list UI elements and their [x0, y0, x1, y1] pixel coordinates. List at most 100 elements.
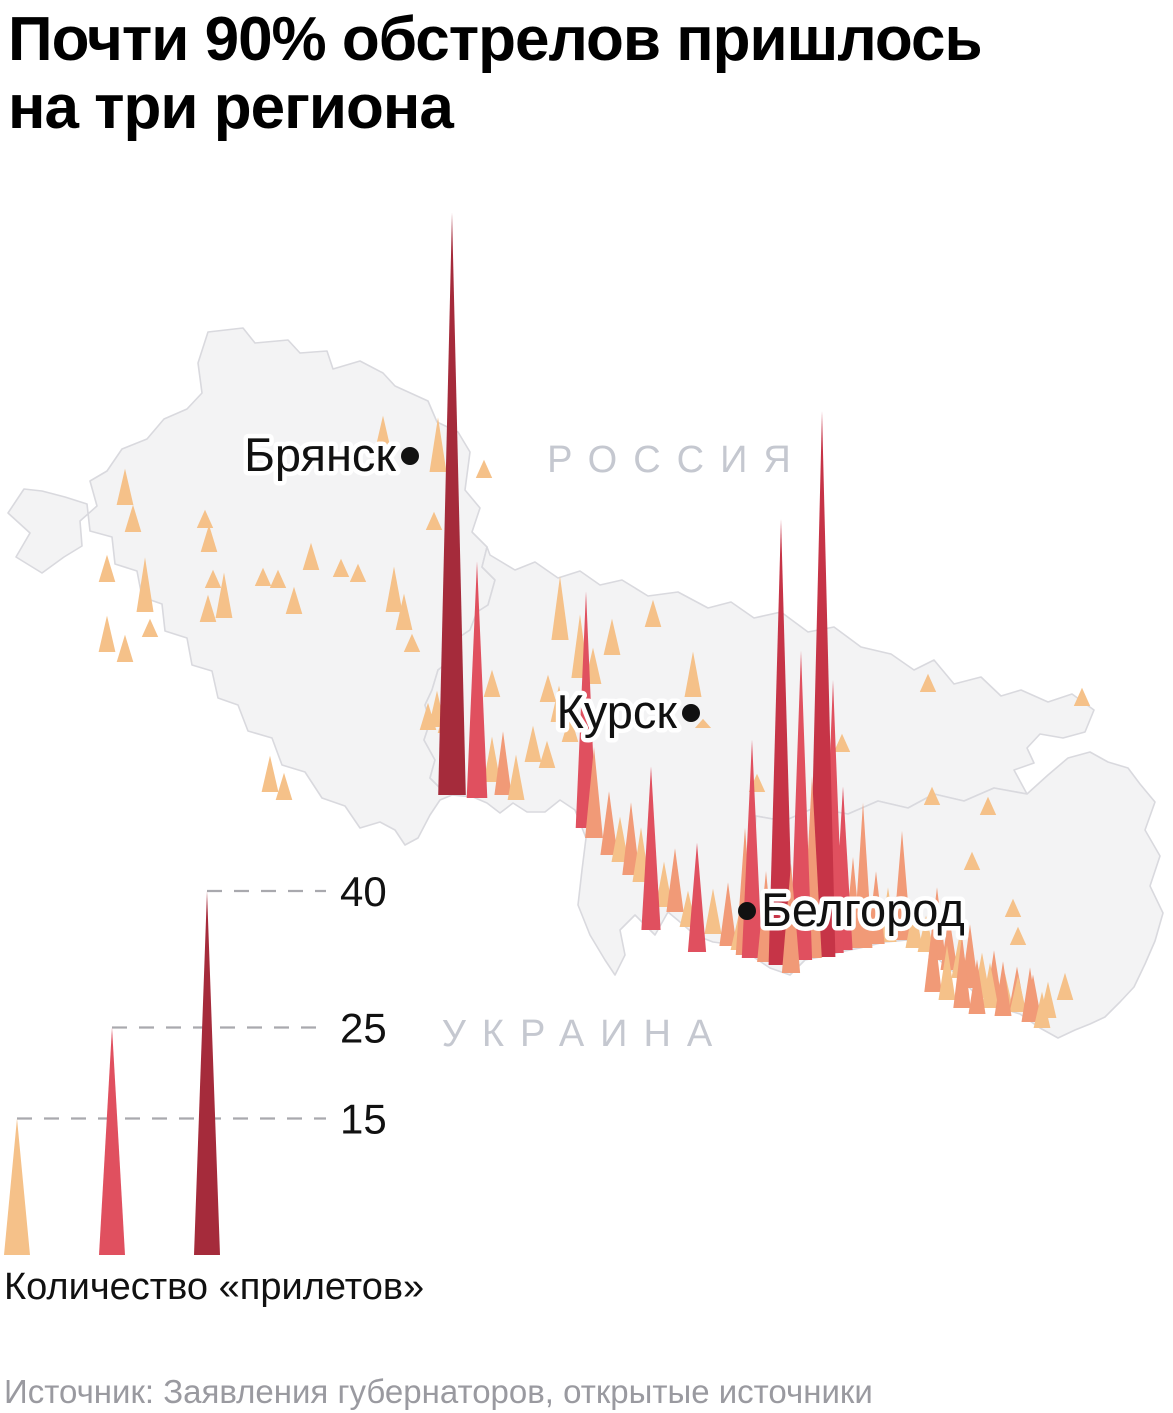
spike-marker [429, 417, 447, 472]
spike-marker [879, 887, 897, 942]
spike-marker [981, 962, 999, 1008]
spike-marker [124, 504, 142, 532]
spike-marker [781, 863, 801, 973]
spike-marker [98, 554, 116, 582]
spike-marker [1021, 967, 1039, 1022]
spike-marker [694, 718, 712, 728]
spike-marker [575, 591, 597, 828]
spike-marker [116, 634, 134, 662]
spike-marker [385, 566, 403, 612]
legend-caption: Количество «прилетов» [4, 1266, 425, 1308]
legend-tick-25: 25 [340, 1005, 387, 1052]
spike-marker [622, 802, 640, 875]
legend-tick-15: 15 [340, 1096, 387, 1143]
spike-marker [302, 542, 320, 570]
spike-marker [924, 919, 942, 992]
spike-marker [475, 459, 493, 478]
spike-marker [808, 411, 836, 957]
spike-marker [994, 961, 1012, 1016]
spike-marker [550, 685, 568, 722]
spike-marker [833, 733, 851, 752]
spike-marker [269, 569, 287, 588]
spike-marker [600, 791, 618, 855]
spike-marker [551, 576, 569, 640]
legend-tick-40: 40 [340, 868, 387, 915]
spike-marker [136, 557, 154, 612]
spike-marker [524, 725, 542, 762]
spike-marker [466, 561, 488, 798]
spike-marker [483, 736, 501, 782]
spike-marker [332, 558, 350, 577]
spike-marker [1009, 926, 1027, 945]
spike-marker [395, 593, 413, 630]
spike-marker [419, 702, 437, 730]
spike-marker [196, 509, 214, 528]
spike-marker [641, 766, 661, 930]
city-курск-label: Курск [556, 685, 677, 738]
spike-marker [666, 848, 684, 912]
spike-marker [905, 902, 923, 948]
city-белгород-dot [738, 902, 756, 920]
spike-marker [374, 415, 392, 452]
spike-marker [867, 871, 885, 944]
spike-marker [919, 673, 937, 692]
spike-marker [494, 731, 512, 795]
spike-marker [561, 714, 579, 742]
legend-spike-15 [4, 1118, 30, 1255]
spike-marker [425, 511, 443, 530]
spike-marker [585, 747, 603, 838]
spike-marker [98, 615, 116, 652]
page-title: Почти 90% обстрелов пришлось на три регио… [8, 5, 983, 142]
title-line-2: на три региона [8, 72, 454, 142]
country-label-ukraine: УКРАИНА [442, 1013, 729, 1055]
spike-marker [979, 796, 997, 815]
title-line-1: Почти 90% обстрелов пришлось [8, 5, 983, 74]
spike-marker [1009, 975, 1027, 1012]
spike-marker [199, 594, 217, 622]
spike-marker [1004, 898, 1022, 917]
spike-marker [611, 816, 629, 862]
region-bryansk-oblast [7, 327, 496, 846]
spike-marker [116, 468, 134, 505]
spike-marker [215, 572, 233, 618]
spike-marker [1056, 972, 1074, 1000]
country-label-russia: РОССИЯ [547, 439, 807, 481]
spike-marker [953, 935, 971, 1008]
spike-marker [275, 772, 293, 800]
spike-marker [403, 633, 421, 652]
spike-marker [285, 586, 303, 614]
spike-marker [704, 888, 722, 934]
spike-marker [483, 669, 501, 697]
source-note: Источник: Заявления губернаторов, открыт… [4, 1373, 873, 1410]
legend-spike-40 [194, 891, 220, 1255]
city-брянск-dot [401, 447, 419, 465]
spike-marker [438, 212, 466, 796]
city-курск-dot [682, 704, 700, 722]
legend-spike-25 [99, 1027, 125, 1255]
spike-marker [768, 519, 794, 965]
spike-marker [687, 842, 707, 952]
spike-marker [1073, 687, 1091, 706]
spike-marker [892, 830, 912, 940]
spike-marker [938, 945, 956, 1000]
spike-marker [684, 651, 702, 697]
spike-marker [603, 618, 621, 655]
spike-marker [719, 882, 737, 946]
spike-marker [923, 786, 941, 805]
spike-marker [853, 802, 873, 948]
spike-marker [204, 569, 222, 588]
spike-marker [539, 674, 557, 702]
spike-marker [200, 524, 218, 552]
spike-marker [963, 851, 981, 870]
spike-marker [507, 754, 525, 800]
spike-marker [655, 861, 673, 907]
city-белгород-label: Белгород [761, 883, 965, 936]
spike-marker [141, 618, 159, 637]
spike-marker [254, 567, 272, 586]
spike-marker [1033, 991, 1051, 1028]
city-брянск-label: Брянск [244, 428, 396, 481]
spike-marker [789, 650, 813, 960]
spike-marker [940, 915, 958, 970]
